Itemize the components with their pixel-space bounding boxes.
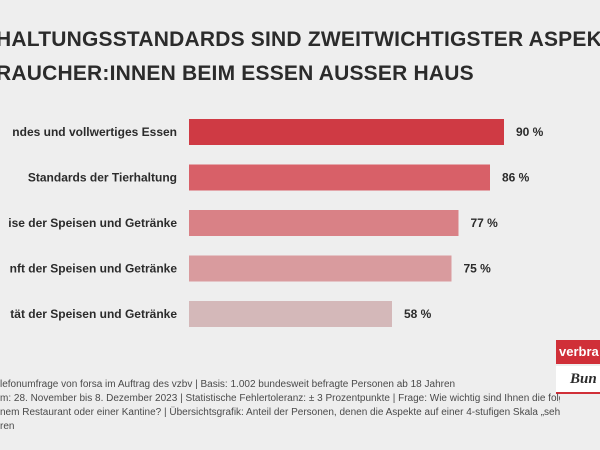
bar <box>189 301 392 327</box>
chart-title-line-1: HALTUNGSSTANDARDS SIND ZWEITWICHTIGSTER … <box>0 28 600 51</box>
category-label: ise der Speisen und Getränke <box>8 216 177 230</box>
category-label: tät der Speisen und Getränke <box>10 307 177 321</box>
category-label: Standards der Tierhaltung <box>28 171 177 185</box>
value-label: 58 % <box>404 307 432 321</box>
category-label: nft der Speisen und Getränke <box>10 262 178 276</box>
value-label: 77 % <box>471 216 499 230</box>
brand-logo-bottom: Bun <box>556 366 600 392</box>
source-note-line-4: ren <box>0 421 15 432</box>
chart-title-line-2: RAUCHER:INNEN BEIM ESSEN AUSSER HAUS <box>0 62 474 85</box>
category-label: ndes und vollwertiges Essen <box>12 125 177 139</box>
bar <box>189 119 504 145</box>
source-note-line-3: nem Restaurant oder einer Kantine? | Übe… <box>0 407 560 418</box>
brand-logo-top: verbra <box>556 340 600 364</box>
value-label: 75 % <box>464 262 492 276</box>
bar-chart: ndes und vollwertiges Essen 90 % Standards… <box>8 119 544 327</box>
brand-logo-divider <box>556 392 600 394</box>
bar <box>189 164 490 191</box>
bar <box>189 210 459 236</box>
value-label: 90 % <box>516 125 544 139</box>
bar <box>189 255 452 282</box>
value-label: 86 % <box>502 171 530 185</box>
source-note-line-1: lefonumfrage von forsa im Auftrag des vz… <box>0 379 456 390</box>
source-note-line-2: m: 28. November bis 8. Dezember 2023 | S… <box>0 393 560 404</box>
